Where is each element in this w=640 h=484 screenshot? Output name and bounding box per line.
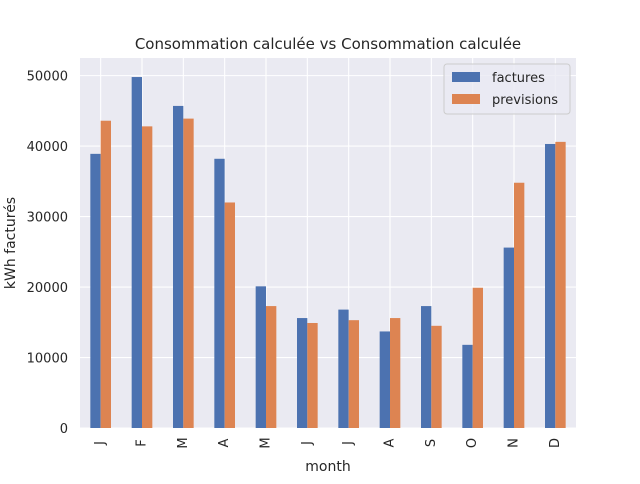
x-tick-label: N bbox=[507, 438, 522, 448]
x-tick-label: F bbox=[135, 439, 150, 446]
x-tick-label: A bbox=[217, 438, 232, 447]
bar-previsions bbox=[472, 287, 483, 428]
y-tick-label: 20000 bbox=[27, 281, 68, 296]
chart-title: Consommation calculée vs Consommation ca… bbox=[135, 35, 521, 53]
y-axis-label: kWh facturés bbox=[3, 197, 19, 289]
bar-previsions bbox=[183, 118, 194, 428]
x-tick-label: J bbox=[300, 441, 315, 446]
x-axis-label: month bbox=[305, 459, 350, 475]
y-tick-label: 40000 bbox=[27, 140, 68, 155]
x-tick-label: M bbox=[259, 437, 274, 448]
legend-swatch-factures bbox=[452, 72, 480, 82]
bar-previsions bbox=[555, 141, 566, 428]
x-tick-label: M bbox=[176, 437, 191, 448]
bar-factures bbox=[338, 309, 349, 428]
bar-previsions bbox=[348, 320, 359, 428]
bar-factures bbox=[173, 105, 184, 428]
bar-previsions bbox=[390, 318, 401, 428]
legend-swatch-previsions bbox=[452, 94, 480, 104]
x-tick-label: J bbox=[93, 441, 108, 446]
bar-factures bbox=[379, 331, 390, 428]
bar-factures bbox=[255, 286, 266, 428]
bar-factures bbox=[462, 344, 473, 428]
bar-factures bbox=[503, 247, 514, 428]
bar-factures bbox=[131, 77, 142, 429]
y-tick-label: 30000 bbox=[27, 211, 68, 226]
x-tick-label: S bbox=[424, 439, 439, 447]
legend-label-previsions: previsions bbox=[492, 93, 558, 108]
bar-previsions bbox=[266, 306, 277, 428]
bar-previsions bbox=[307, 322, 318, 428]
bar-factures bbox=[297, 318, 308, 428]
y-tick-label: 0 bbox=[60, 422, 68, 437]
bar-previsions bbox=[142, 126, 153, 428]
plot-area bbox=[80, 58, 576, 428]
x-tick-label: A bbox=[383, 438, 398, 447]
bar-factures bbox=[545, 143, 556, 428]
y-tick-label: 10000 bbox=[27, 352, 68, 367]
legend-label-factures: factures bbox=[492, 71, 545, 86]
bar-factures bbox=[421, 306, 432, 428]
x-tick-label: O bbox=[465, 438, 480, 448]
x-tick-label: D bbox=[548, 438, 563, 448]
bar-previsions bbox=[431, 325, 442, 428]
bar-factures bbox=[214, 158, 225, 428]
bar-factures bbox=[90, 153, 101, 428]
bar-previsions bbox=[514, 182, 525, 428]
y-axis-ticks: 0 10000 20000 30000 40000 50000 bbox=[27, 70, 68, 437]
bar-previsions bbox=[224, 202, 235, 428]
bar-previsions bbox=[100, 120, 111, 428]
legend: factures previsions bbox=[443, 63, 571, 115]
x-tick-label: J bbox=[341, 441, 356, 446]
y-tick-label: 50000 bbox=[27, 70, 68, 85]
bars bbox=[90, 77, 566, 429]
